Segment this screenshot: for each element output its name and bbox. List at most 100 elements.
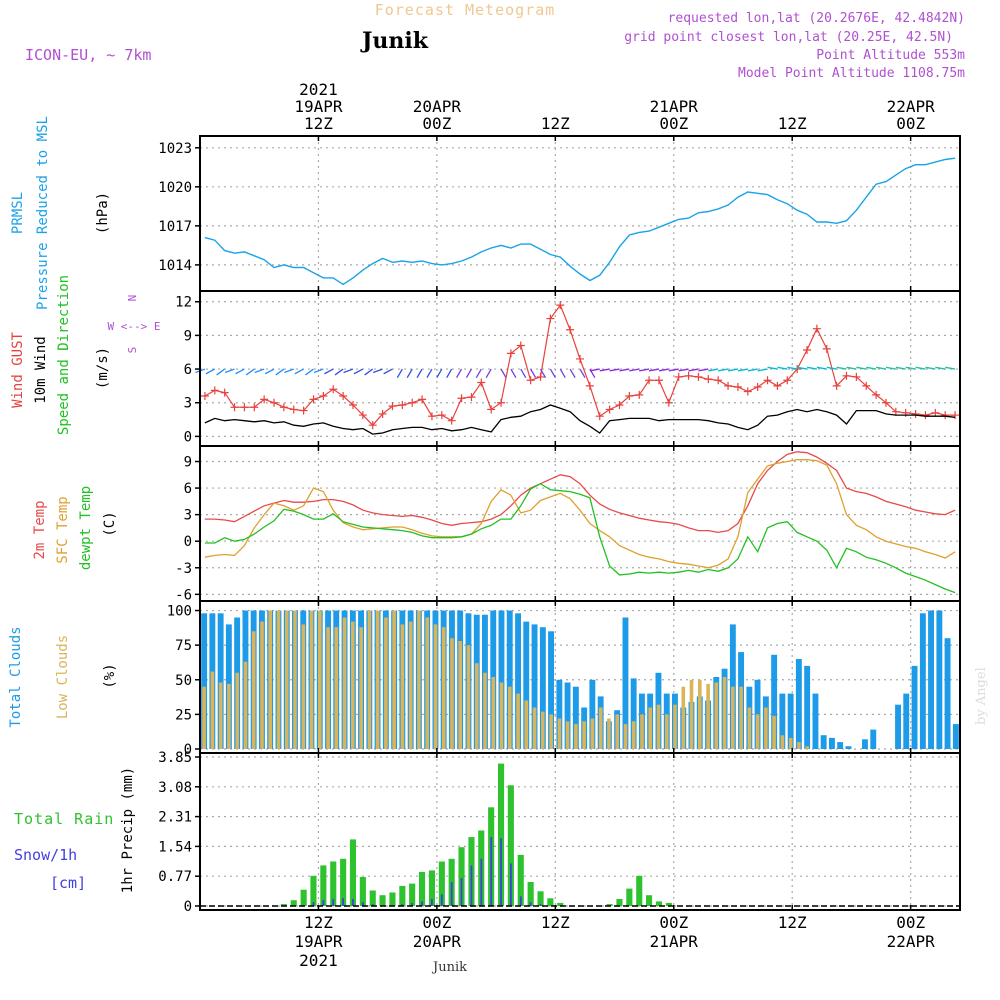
y-tick-label: 12 bbox=[175, 295, 192, 311]
wind-direction-arrow bbox=[416, 368, 423, 379]
y-tick-label: 3 bbox=[184, 396, 192, 412]
gust-marker bbox=[358, 411, 367, 420]
low-clouds-label: Low Clouds bbox=[55, 635, 71, 719]
y-tick-label: 3.08 bbox=[158, 780, 192, 796]
temp-label: 2m Temp bbox=[32, 500, 48, 559]
rain-bar bbox=[665, 902, 672, 906]
low-cloud-bar bbox=[524, 700, 529, 749]
gust-marker bbox=[812, 324, 821, 333]
wind-direction-arrow bbox=[455, 368, 463, 379]
time-label-top: 19APR bbox=[294, 97, 343, 116]
low-cloud-bar bbox=[400, 624, 405, 749]
y-tick-label: 75 bbox=[175, 638, 192, 654]
wind-direction-arrow bbox=[549, 368, 556, 379]
low-cloud-bar bbox=[499, 682, 504, 749]
sfc-temp-line bbox=[204, 459, 956, 569]
footer-location: Junik bbox=[431, 960, 467, 975]
low-cloud-bar bbox=[731, 686, 735, 749]
rain-bar bbox=[379, 895, 386, 906]
wind-direction-arrow bbox=[737, 368, 748, 372]
gust-marker bbox=[299, 406, 308, 415]
low-cloud-bar bbox=[251, 631, 256, 749]
snow-bar bbox=[352, 899, 354, 906]
wind-direction-arrow bbox=[569, 368, 576, 379]
low-cloud-bar bbox=[631, 721, 636, 749]
low-cloud-bar bbox=[590, 718, 595, 749]
low-cloud-bar bbox=[739, 686, 743, 749]
gust-marker bbox=[270, 398, 279, 407]
snow-bar bbox=[332, 899, 335, 906]
gust-marker bbox=[220, 388, 229, 397]
wind-direction-arrow bbox=[639, 368, 650, 372]
low-cloud-bar bbox=[623, 724, 628, 749]
clouds-unit: (%) bbox=[102, 663, 118, 688]
wind-direction-arrow bbox=[224, 368, 235, 374]
gust-marker bbox=[931, 408, 940, 417]
low-cloud-bar bbox=[210, 671, 215, 749]
total-cloud-bar bbox=[919, 613, 926, 749]
compass-south: S bbox=[126, 347, 139, 354]
gust-marker bbox=[654, 376, 663, 385]
wind-direction-arrow bbox=[678, 368, 689, 372]
total-cloud-bar bbox=[952, 724, 959, 749]
wind-direction-arrow bbox=[485, 368, 492, 379]
total-cloud-bar bbox=[903, 693, 910, 749]
snow-bar bbox=[361, 902, 364, 906]
wind-direction-arrow bbox=[777, 366, 788, 370]
gust-marker bbox=[743, 387, 752, 396]
wind-direction-arrow bbox=[619, 368, 630, 372]
sfc-label: SFC Temp bbox=[55, 496, 71, 563]
time-label-bottom: 00Z bbox=[422, 913, 451, 932]
y-tick-label: 0 bbox=[184, 534, 192, 550]
gust-marker bbox=[635, 390, 644, 399]
gust-marker bbox=[437, 411, 446, 420]
pressure-line bbox=[204, 157, 956, 286]
rain-bar bbox=[290, 900, 297, 906]
snow-bar bbox=[312, 902, 315, 906]
low-cloud-bar bbox=[425, 617, 429, 749]
wind-direction-arrow bbox=[935, 366, 946, 370]
wind-direction-arrow bbox=[708, 368, 719, 372]
gust-marker bbox=[576, 354, 584, 363]
snow-bar bbox=[431, 899, 433, 906]
total-cloud-bar bbox=[936, 610, 943, 749]
pressure-unit: (hPa) bbox=[95, 192, 111, 234]
wind-direction-arrow bbox=[205, 368, 216, 375]
wind-direction-arrow bbox=[767, 366, 778, 370]
gust-marker bbox=[368, 421, 377, 430]
low-cloud-bar bbox=[276, 610, 281, 749]
wind-direction-arrow bbox=[500, 368, 507, 379]
y-tick-label: 6 bbox=[184, 362, 192, 378]
time-label-bottom: 2021 bbox=[299, 951, 338, 970]
wind-direction-arrow bbox=[579, 368, 586, 379]
low-cloud-bar bbox=[483, 672, 487, 749]
gust-marker bbox=[418, 395, 427, 404]
panel-frame-precip bbox=[199, 752, 961, 911]
wind-direction-arrow bbox=[856, 366, 867, 370]
total-cloud-bar bbox=[498, 610, 505, 749]
gust-marker bbox=[526, 376, 535, 385]
gust-marker bbox=[872, 390, 881, 399]
low-cloud-bar bbox=[441, 627, 446, 749]
wind-direction-arrow bbox=[539, 368, 547, 379]
gust-marker bbox=[536, 372, 545, 381]
pressure-label-2: Pressure Reduced to MSL bbox=[35, 116, 51, 310]
wind-direction-arrow bbox=[718, 368, 729, 372]
gust-marker bbox=[951, 411, 960, 420]
gust-marker bbox=[398, 400, 407, 409]
wind-direction-arrow bbox=[324, 368, 334, 375]
time-label-top: 00Z bbox=[896, 114, 925, 133]
marks-layer bbox=[195, 157, 960, 907]
y-tick-label: 1014 bbox=[158, 258, 192, 274]
wind-direction-arrow bbox=[364, 368, 374, 376]
y-tick-label: 25 bbox=[175, 707, 192, 723]
gust-marker bbox=[852, 372, 861, 381]
snow-bar bbox=[470, 865, 473, 906]
gust-marker bbox=[516, 341, 525, 350]
low-cloud-bar bbox=[293, 610, 297, 749]
total-cloud-bar bbox=[779, 693, 786, 749]
y-tick-label: 1020 bbox=[158, 180, 192, 196]
total-cloud-bar bbox=[804, 665, 811, 749]
wind-direction-arrow bbox=[284, 368, 294, 374]
